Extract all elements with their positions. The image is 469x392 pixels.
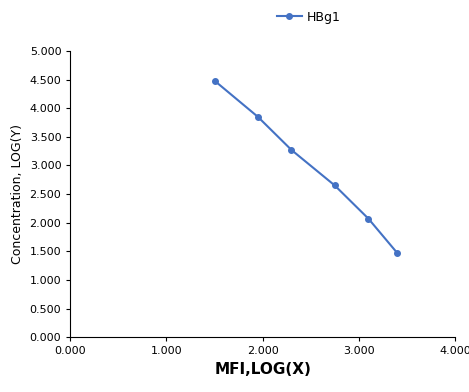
X-axis label: MFI,LOG(X): MFI,LOG(X) [214, 362, 311, 377]
HBg1 [255, 114, 261, 119]
HBg1 [366, 216, 371, 221]
HBg1 [212, 78, 218, 83]
Line: HBg1: HBg1 [212, 78, 400, 256]
HBg1 [394, 250, 400, 255]
Y-axis label: Concentration, LOG(Y): Concentration, LOG(Y) [11, 124, 24, 264]
Legend: HBg1: HBg1 [272, 6, 346, 29]
HBg1 [288, 148, 294, 152]
HBg1 [332, 183, 338, 188]
